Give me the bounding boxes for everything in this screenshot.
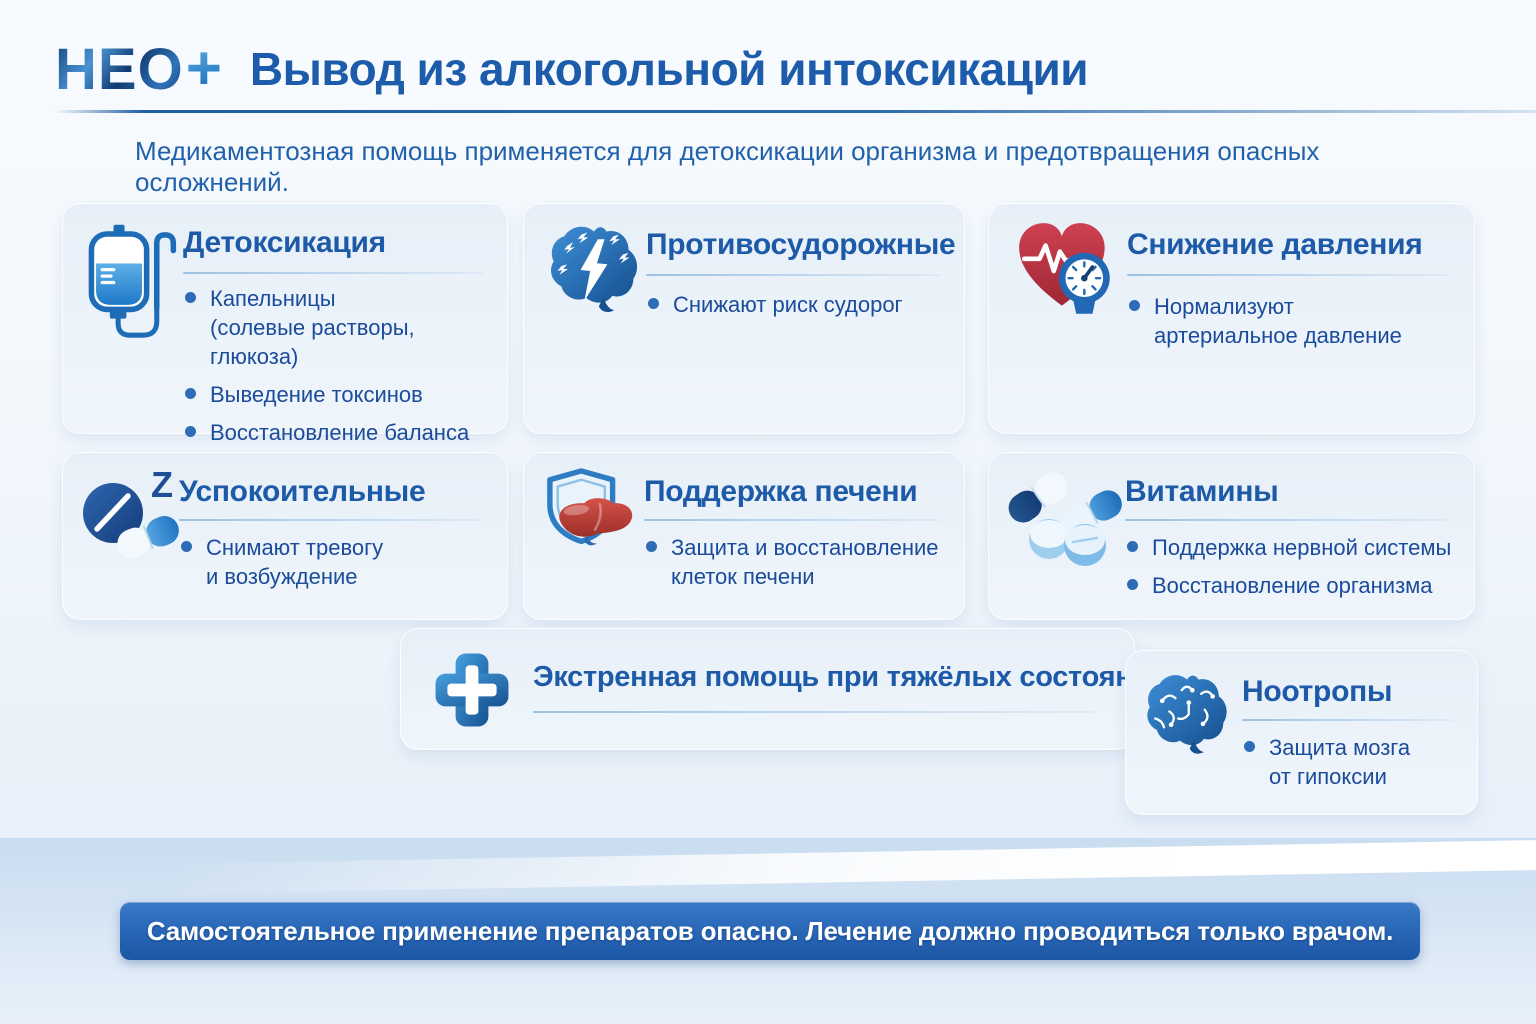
brand-logo: НЕО +	[55, 38, 222, 100]
heart-pressure-gauge-icon	[1019, 223, 1110, 314]
bullet-list: Защита и восстановление клеток печени	[644, 533, 948, 600]
card-title: Детоксикация	[183, 226, 386, 259]
list-item: Защита мозга от гипоксии	[1242, 733, 1461, 791]
warning-banner: Самостоятельное применение препаратов оп…	[120, 902, 1420, 960]
shield-liver-icon	[547, 468, 633, 546]
bullet-list: Нормализуют артериальное давление	[1127, 292, 1458, 359]
bullet-list: Поддержка нервной системы Восстановление…	[1125, 533, 1458, 609]
title-underline	[533, 711, 1094, 713]
sedative-pills-icon: Z	[83, 467, 179, 559]
subtitle: Медикаментозная помощь применяется для д…	[135, 136, 1320, 197]
nootropic-brain-icon	[1147, 675, 1227, 754]
title-underline	[644, 519, 940, 521]
warning-text: Самостоятельное применение препаратов оп…	[146, 915, 1394, 946]
title-underline	[183, 272, 483, 274]
floor-highlight	[170, 840, 1536, 894]
list-item: Защита и восстановление клеток печени	[644, 533, 948, 591]
card-title: Экстренная помощь при тяжёлых состояниях	[533, 661, 1183, 693]
list-item: Снимают тревогу и возбуждение	[179, 533, 491, 591]
medical-cross-icon	[435, 653, 509, 727]
card-anticonvulsants: Противосудорожные Снижают риск судорог	[523, 203, 965, 434]
bullet-dot-icon	[648, 298, 659, 309]
card-title: Противосудорожные	[646, 228, 956, 261]
card-vitamins: Витамины Поддержка нервной системы Восст…	[988, 452, 1475, 620]
bullet-dot-icon	[185, 426, 196, 438]
bullet-dot-icon	[1129, 300, 1140, 311]
bullet-list: Защита мозга от гипоксии	[1242, 733, 1461, 800]
card-title: Поддержка печени	[644, 475, 918, 508]
list-item: Снижают риск судорог	[646, 290, 948, 319]
title-underline	[646, 274, 940, 276]
card-title: Успокоительные	[179, 475, 426, 508]
card-detox: Детоксикация Капельницы (солевые раствор…	[62, 203, 508, 474]
logo-plus-icon: +	[185, 34, 222, 103]
card-pressure-reduction: Снижение давления Нормализуют артериальн…	[988, 203, 1475, 434]
title-underline	[179, 519, 483, 521]
page-title: Вывод из алкогольной интоксикации	[249, 43, 1089, 95]
header: НЕО + Вывод из алкогольной интоксикации	[55, 34, 1496, 104]
bullet-list: Снимают тревогу и возбуждение	[179, 533, 491, 600]
card-title: Ноотропы	[1242, 675, 1393, 708]
card-liver-support: Поддержка печени Защита и восстановление…	[523, 452, 965, 620]
logo-text: НЕО	[55, 37, 184, 102]
bullet-list: Снижают риск судорог	[646, 290, 948, 328]
bullet-dot-icon	[185, 292, 196, 303]
bullet-dot-icon	[1127, 541, 1138, 552]
svg-text:Z: Z	[151, 467, 173, 505]
list-item: Выведение токсинов	[183, 380, 491, 409]
title-underline	[1242, 719, 1453, 721]
brain-lightning-icon	[550, 226, 638, 313]
list-item: Капельницы (солевые растворы, глюкоза)	[183, 284, 491, 371]
bullet-dot-icon	[1244, 741, 1255, 752]
bullet-dot-icon	[181, 541, 192, 552]
card-emergency-help: Экстренная помощь при тяжёлых состояниях	[400, 628, 1183, 750]
card-title: Снижение давления	[1127, 228, 1423, 261]
bullet-dot-icon	[646, 541, 657, 552]
list-item: Восстановление организма	[1125, 571, 1458, 600]
bullet-list: Капельницы (солевые растворы, глюкоза) В…	[183, 284, 491, 485]
bullet-dot-icon	[185, 388, 196, 400]
vitamin-pills-icon	[1008, 472, 1122, 566]
iv-drip-icon	[88, 224, 177, 338]
card-nootropics: Ноотропы Защита мозга от гипоксии	[1125, 650, 1478, 815]
bullet-dot-icon	[1127, 579, 1138, 591]
header-divider	[55, 110, 1536, 113]
card-sedatives: Z Успокоительные Снимают тревогу и возбу…	[62, 452, 508, 620]
list-item: Поддержка нервной системы	[1125, 533, 1458, 562]
title-underline	[1125, 519, 1450, 521]
title-underline	[1127, 274, 1450, 276]
list-item: Нормализуют артериальное давление	[1127, 292, 1458, 350]
card-title: Витамины	[1125, 475, 1279, 508]
